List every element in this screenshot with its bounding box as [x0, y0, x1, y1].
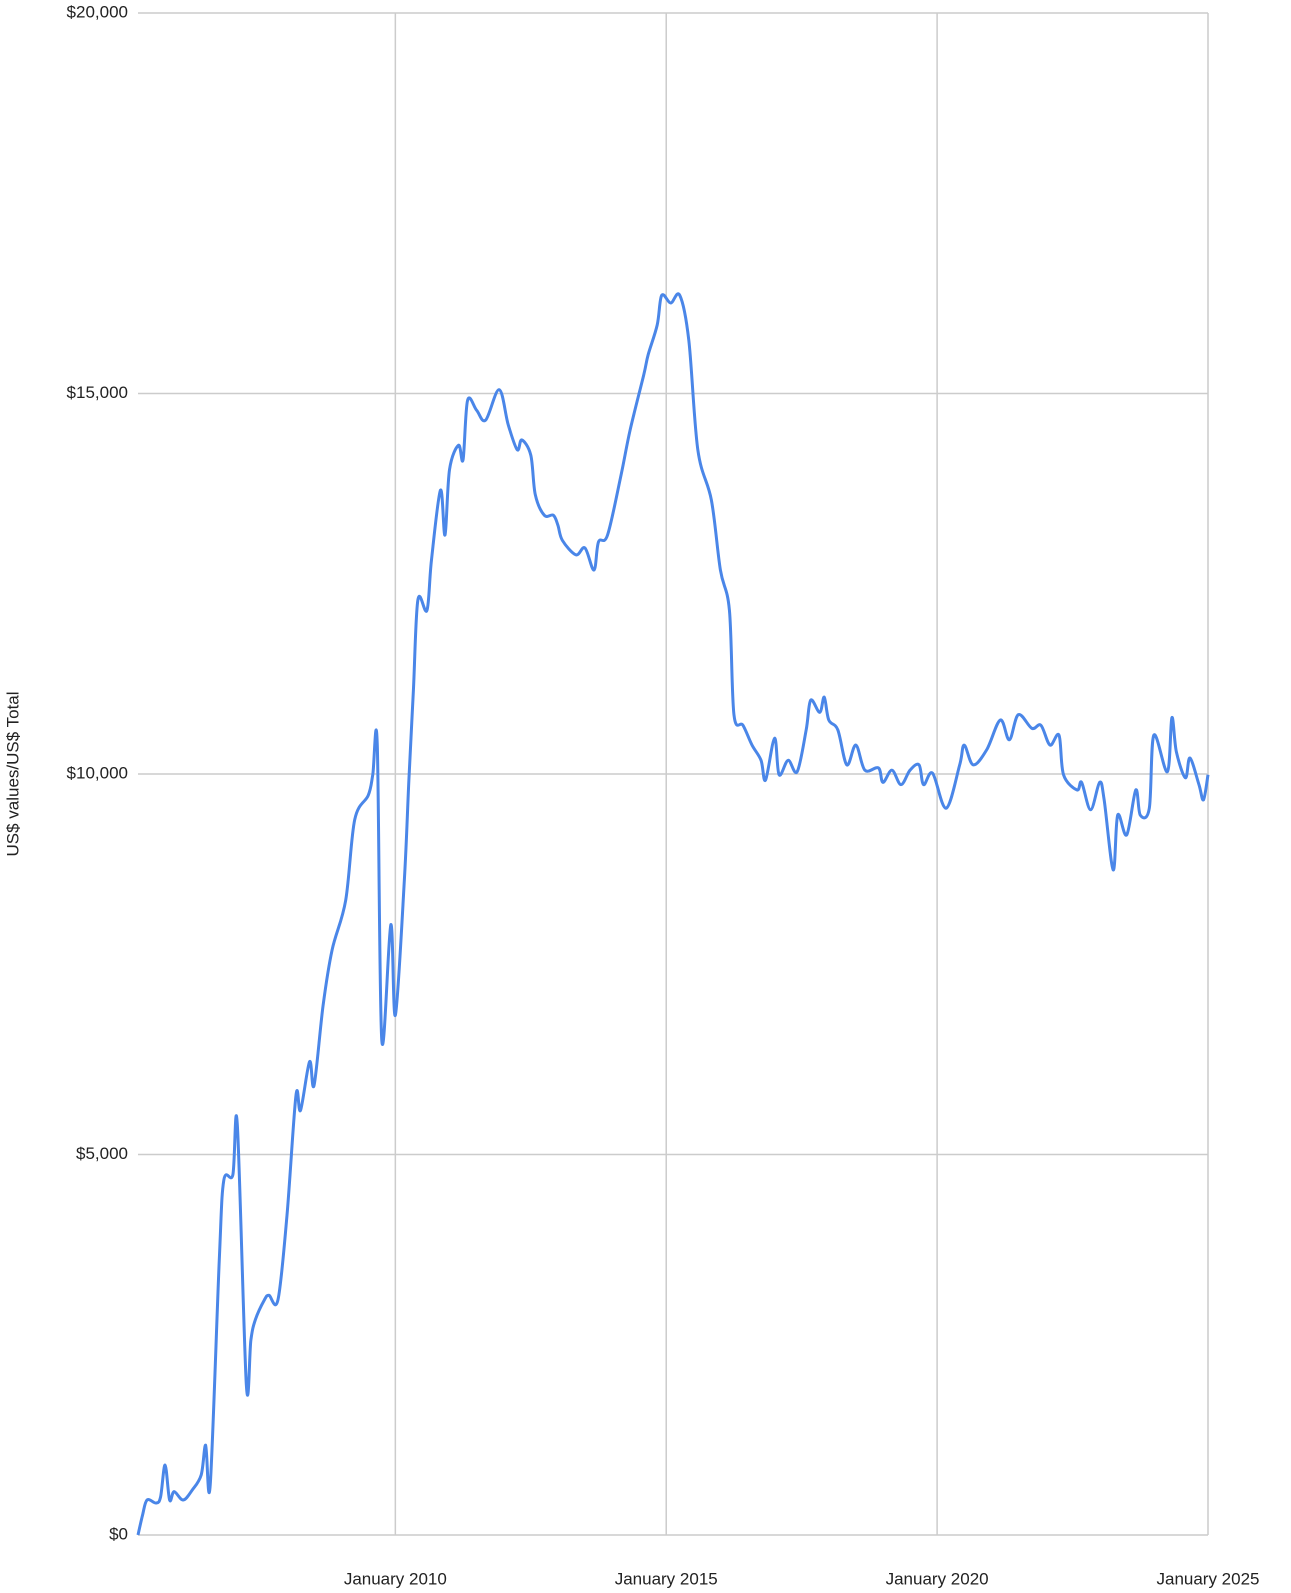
x-tick-label: January 2010 — [344, 1569, 447, 1588]
x-tick-label: January 2020 — [886, 1569, 989, 1588]
y-tick-label: $20,000 — [67, 2, 128, 21]
y-tick-label: $0 — [109, 1524, 128, 1543]
y-axis-label: US$ values/US$ Total — [3, 691, 22, 856]
y-tick-label: $15,000 — [67, 383, 128, 402]
y-tick-label: $5,000 — [76, 1144, 128, 1163]
x-tick-label: January 2015 — [615, 1569, 718, 1588]
y-tick-label: $10,000 — [67, 763, 128, 782]
data-line — [136, 292, 1210, 1536]
x-tick-label: January 2025 — [1156, 1569, 1259, 1588]
